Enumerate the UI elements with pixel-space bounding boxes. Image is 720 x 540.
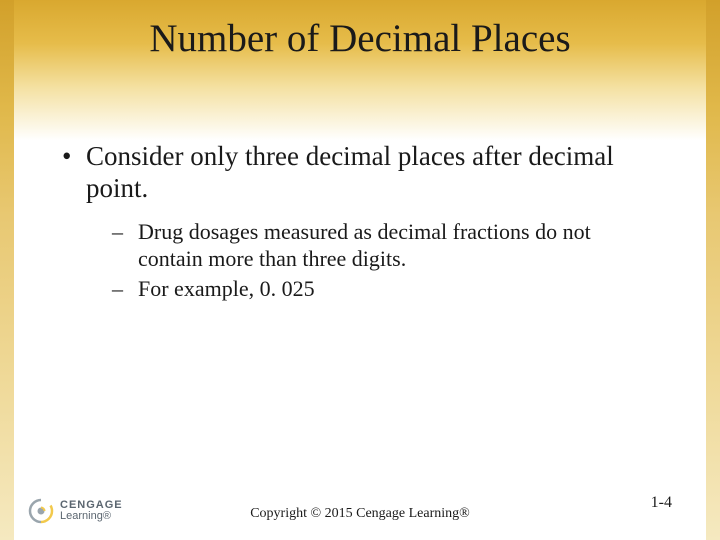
copyright-text: Copyright © 2015 Cengage Learning® [0, 506, 720, 522]
border-right [706, 0, 720, 540]
bullet-main: Consider only three decimal places after… [60, 140, 660, 205]
bullet-sub: Drug dosages measured as decimal fractio… [60, 219, 660, 273]
border-left [0, 0, 14, 540]
page-number: 1-4 [651, 494, 672, 512]
bullet-sub: For example, 0. 025 [60, 276, 660, 303]
slide-title: Number of Decimal Places [0, 16, 720, 61]
slide: Number of Decimal Places Consider only t… [0, 0, 720, 540]
content-area: Consider only three decimal places after… [60, 140, 660, 307]
